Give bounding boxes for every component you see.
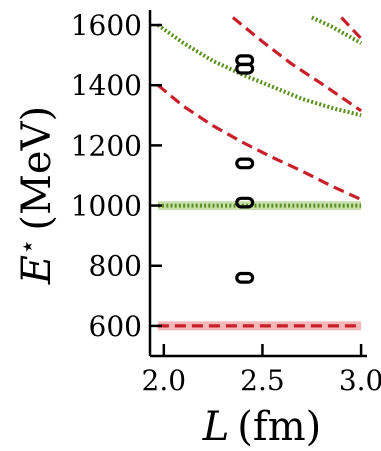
series-line-5	[310, 15, 363, 45]
series-line-2	[156, 83, 362, 201]
series-line-6	[340, 16, 363, 40]
levels-layer	[235, 54, 255, 284]
axes-layer: 600 800 1000 1200 1400 1600 2.0 2.5 3.0	[71, 9, 381, 397]
y-tick-label-3: 1200	[71, 129, 142, 162]
y-axis-title: E⋆(MeV)	[13, 106, 60, 285]
level-marker-4	[235, 54, 255, 67]
y-tick-label-4: 1400	[71, 69, 142, 102]
level-marker-0	[235, 271, 255, 284]
y-tick-label-2: 1000	[71, 190, 142, 223]
bands-layer	[157, 201, 362, 331]
y-tick-label-5: 1600	[71, 9, 142, 42]
level-marker-2	[235, 157, 255, 170]
x-tick-label-2: 3.0	[339, 364, 381, 397]
series-line-4	[231, 16, 363, 113]
x-axis-title: L (fm)	[202, 404, 322, 450]
level-marker-1	[235, 196, 255, 209]
series-line-3	[156, 23, 362, 118]
y-tick-label-1: 800	[89, 250, 142, 283]
lines-layer	[156, 15, 363, 328]
y-tick-label-0: 600	[89, 310, 142, 343]
x-tick-label-1: 2.5	[240, 364, 285, 397]
x-tick-label-0: 2.0	[142, 364, 187, 397]
